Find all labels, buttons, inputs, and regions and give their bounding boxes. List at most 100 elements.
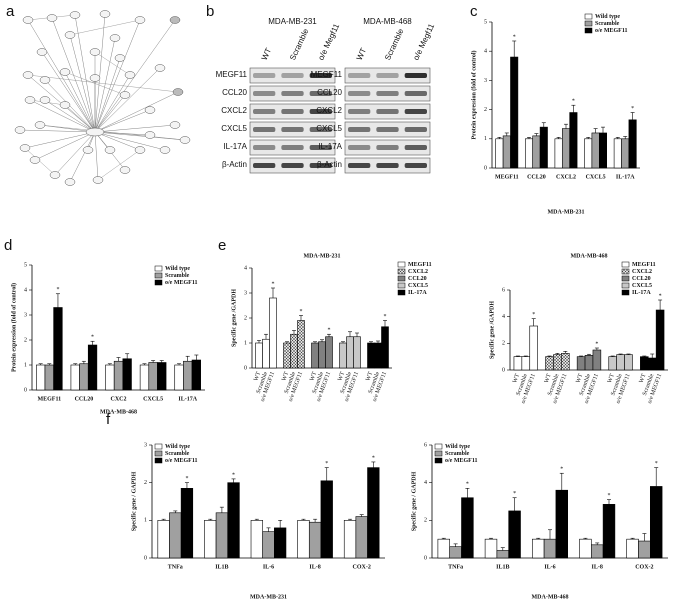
node bbox=[104, 146, 116, 154]
bar bbox=[655, 309, 665, 371]
edge bbox=[69, 19, 141, 36]
legend-label: o/e MEGF11 bbox=[445, 458, 478, 464]
legend-label: MEGF11 bbox=[408, 262, 432, 268]
legend-swatch bbox=[154, 279, 163, 286]
x-tick-label: WT bbox=[365, 371, 374, 382]
node bbox=[49, 171, 61, 179]
band bbox=[348, 163, 371, 168]
band bbox=[309, 91, 332, 96]
lane-label: WT bbox=[260, 47, 273, 62]
y-axis-label: Specific gene / GAPDH bbox=[131, 471, 137, 531]
x-axis-label: MDA-MB-468 bbox=[532, 594, 569, 600]
cell-line: MDA-MB-468 bbox=[363, 17, 412, 26]
legend-label: CXCL2 bbox=[408, 269, 428, 275]
legend-label: o/e MEGF11 bbox=[165, 280, 198, 286]
bar bbox=[553, 354, 562, 371]
edge bbox=[94, 51, 131, 76]
bar bbox=[325, 336, 333, 369]
bar bbox=[495, 138, 504, 169]
bar bbox=[122, 358, 132, 391]
node bbox=[109, 34, 121, 42]
x-axis-label: MDA-MB-231 bbox=[548, 209, 585, 215]
band bbox=[376, 145, 399, 150]
bar bbox=[79, 363, 89, 391]
y-axis-label: Specific gene / GAPDH bbox=[411, 471, 417, 531]
x-tick-label: TNFa bbox=[448, 564, 463, 570]
legend-label: Wild type bbox=[445, 444, 470, 450]
bar bbox=[513, 356, 523, 371]
band bbox=[253, 73, 276, 78]
legend-label: Wild type bbox=[165, 444, 190, 450]
y-tick-label: 2 bbox=[424, 518, 427, 524]
y-tick-label: 3 bbox=[244, 290, 247, 296]
edge bbox=[94, 131, 166, 151]
edge bbox=[94, 131, 186, 141]
legend-swatch bbox=[397, 289, 406, 296]
node bbox=[59, 68, 71, 76]
y-tick-label: 4 bbox=[484, 49, 487, 55]
bar bbox=[437, 538, 450, 559]
edge bbox=[64, 71, 96, 133]
node bbox=[82, 146, 94, 154]
y-tick-label: 5 bbox=[484, 19, 487, 25]
legend-label: CXCL2 bbox=[632, 269, 652, 275]
chart-title: MDA-MB-468 bbox=[571, 253, 608, 259]
y-tick-label: 4 bbox=[244, 265, 247, 271]
x-tick-label: IL1B bbox=[496, 564, 509, 570]
panel-label: d bbox=[4, 237, 12, 254]
x-tick-label: IL-8 bbox=[309, 564, 320, 570]
edge bbox=[94, 67, 161, 133]
bar bbox=[502, 135, 511, 169]
band bbox=[309, 127, 332, 132]
bar bbox=[262, 531, 275, 559]
blot-strip bbox=[249, 67, 336, 84]
x-tick-label: WT bbox=[544, 373, 553, 384]
legend-label: IL-17A bbox=[408, 290, 427, 296]
panel-label: b bbox=[206, 3, 214, 20]
y-tick-label: 5 bbox=[24, 262, 27, 268]
x-tick-label: TNFa bbox=[168, 564, 183, 570]
x-tick-label: IL-8 bbox=[592, 564, 603, 570]
band bbox=[376, 109, 399, 114]
edge bbox=[94, 37, 116, 133]
significance-mark: * bbox=[595, 341, 598, 347]
bar bbox=[649, 486, 663, 559]
bar bbox=[157, 362, 167, 391]
significance-mark: * bbox=[631, 106, 634, 112]
band bbox=[376, 127, 399, 132]
lane-label: Scramble bbox=[383, 27, 406, 62]
edge bbox=[69, 131, 96, 183]
blot-strip bbox=[249, 85, 336, 102]
protein-label: CCL20 bbox=[317, 88, 342, 97]
edge bbox=[27, 19, 96, 133]
node bbox=[144, 131, 156, 139]
bar bbox=[616, 354, 625, 371]
legend-label: CCL20 bbox=[632, 276, 651, 282]
band bbox=[253, 127, 276, 132]
chart-title: MDA-MB-231 bbox=[304, 253, 341, 259]
significance-mark: * bbox=[384, 314, 387, 320]
x-tick-label: COX-2 bbox=[353, 564, 371, 570]
bar bbox=[647, 357, 657, 371]
legend-label: CXCL5 bbox=[408, 283, 428, 289]
bar bbox=[543, 538, 557, 559]
bar bbox=[608, 356, 617, 371]
node bbox=[89, 74, 101, 82]
protein-label: MEGF11 bbox=[311, 70, 343, 79]
node bbox=[154, 64, 166, 72]
edge bbox=[51, 17, 96, 133]
edge bbox=[94, 57, 121, 133]
significance-mark: * bbox=[513, 34, 516, 40]
y-tick-label: 1 bbox=[244, 340, 247, 346]
bar bbox=[269, 297, 277, 369]
panel-label: e bbox=[218, 237, 226, 254]
network-diagram bbox=[14, 10, 191, 186]
bar bbox=[584, 355, 594, 371]
y-axis-label: Protein expression (fold of control) bbox=[470, 51, 477, 140]
node bbox=[144, 106, 156, 114]
x-tick-label: WT bbox=[512, 373, 521, 384]
edge bbox=[94, 131, 141, 151]
bar bbox=[521, 356, 531, 371]
protein-label: β-Actin bbox=[317, 160, 342, 169]
band bbox=[253, 163, 276, 168]
